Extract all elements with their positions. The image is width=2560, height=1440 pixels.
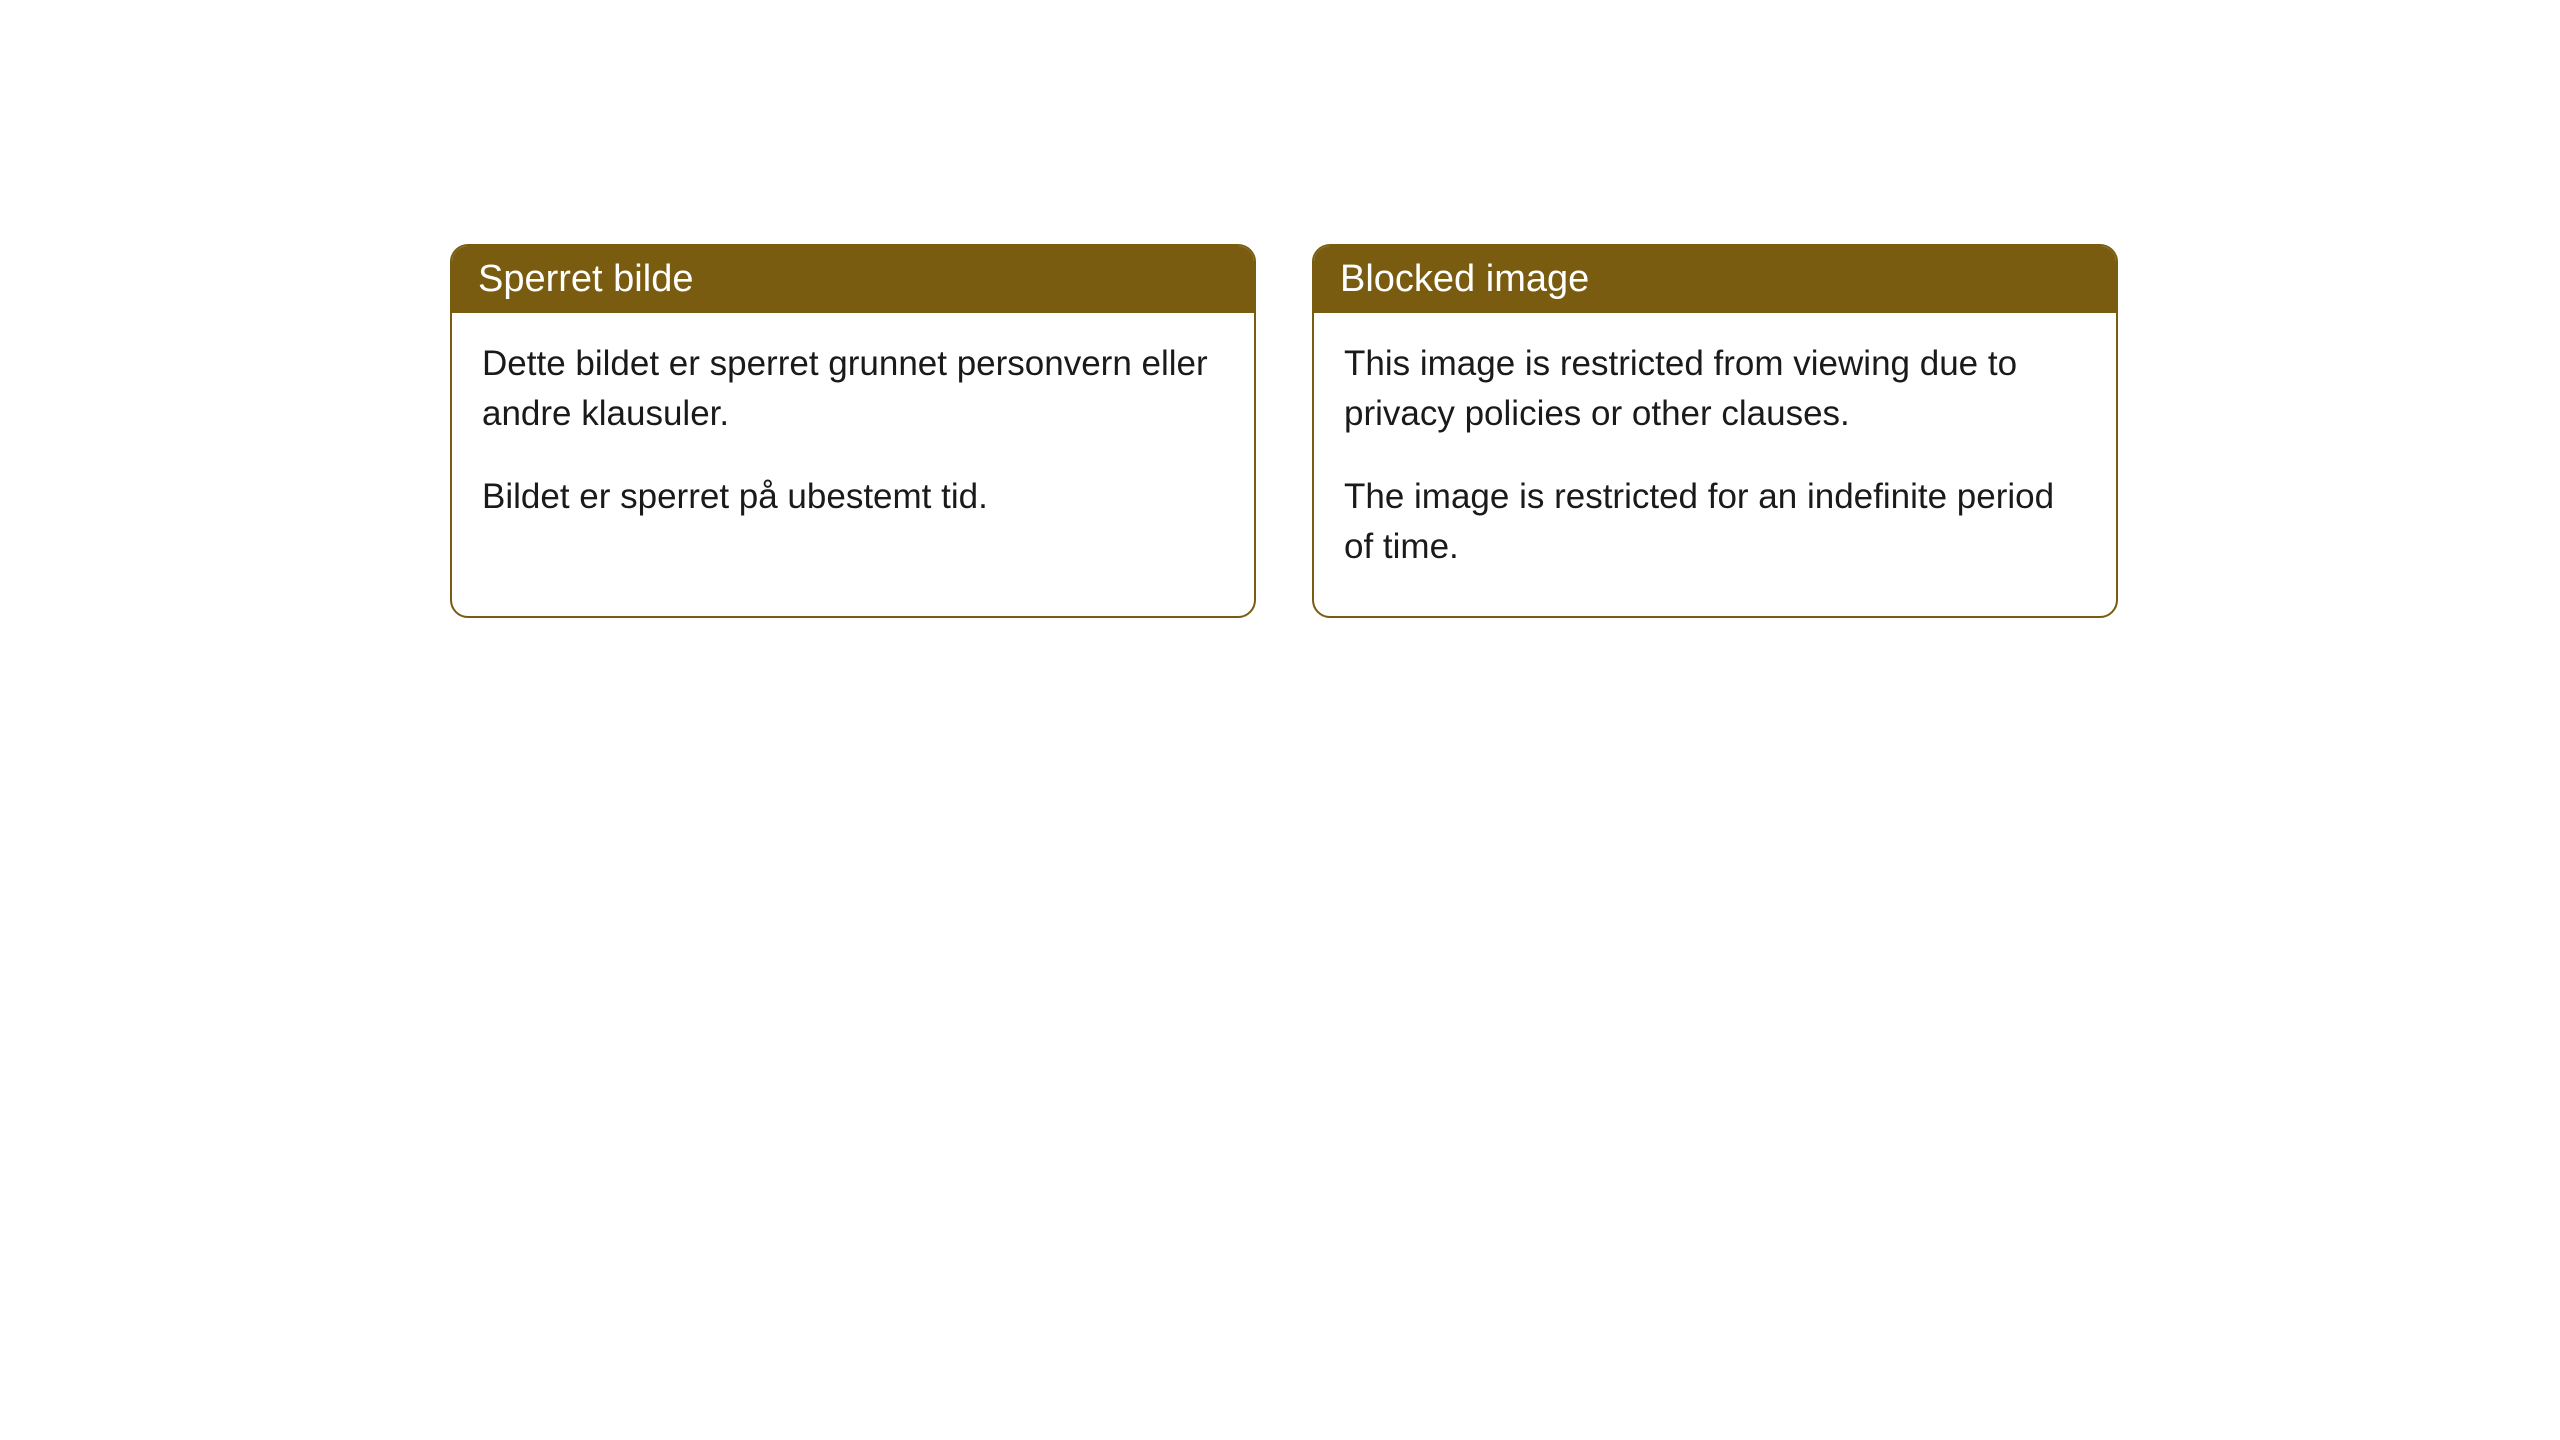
- notice-card-norwegian: Sperret bilde Dette bildet er sperret gr…: [450, 244, 1256, 618]
- card-paragraph: Bildet er sperret på ubestemt tid.: [482, 472, 1224, 522]
- card-header-english: Blocked image: [1314, 246, 2116, 313]
- card-body-english: This image is restricted from viewing du…: [1314, 313, 2116, 616]
- card-paragraph: Dette bildet er sperret grunnet personve…: [482, 339, 1224, 438]
- card-title: Sperret bilde: [478, 258, 693, 300]
- notice-card-english: Blocked image This image is restricted f…: [1312, 244, 2118, 618]
- notice-container: Sperret bilde Dette bildet er sperret gr…: [0, 0, 2560, 618]
- card-body-norwegian: Dette bildet er sperret grunnet personve…: [452, 313, 1254, 566]
- card-paragraph: This image is restricted from viewing du…: [1344, 339, 2086, 438]
- card-paragraph: The image is restricted for an indefinit…: [1344, 472, 2086, 571]
- card-title: Blocked image: [1340, 258, 1589, 300]
- card-header-norwegian: Sperret bilde: [452, 246, 1254, 313]
